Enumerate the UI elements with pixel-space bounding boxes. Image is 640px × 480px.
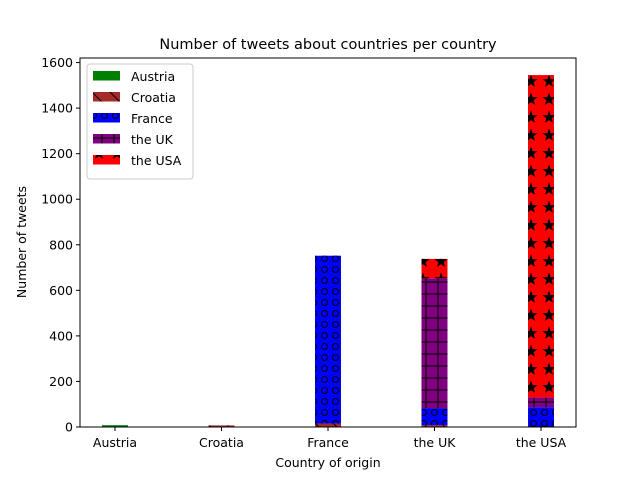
x-tick-label-the-usa: the USA: [516, 435, 567, 450]
y-tick-label: 600: [49, 283, 73, 298]
bar-the-usa-the-usa-hatch: [528, 75, 554, 398]
bar-france-croatia-hatch: [315, 423, 341, 427]
bar-the-uk-france-hatch: [421, 408, 448, 426]
legend-label-the-uk: the UK: [131, 132, 174, 147]
chart-title: Number of tweets about countries per cou…: [159, 37, 497, 53]
bar-the-usa-the-uk-hatch: [528, 397, 554, 408]
y-tick-label: 1600: [41, 55, 73, 70]
y-tick-label: 1400: [41, 101, 73, 116]
legend: Austria Croatia France the UK the USA: [86, 63, 194, 180]
legend-label-the-usa: the USA: [131, 153, 182, 168]
x-tick-label-france: France: [307, 435, 349, 450]
bar-austria-austria: [102, 425, 128, 427]
bar-the-uk-the-usa-hatch: [421, 258, 448, 279]
y-axis-label: Number of tweets: [14, 186, 29, 298]
y-tick-label: 1000: [41, 192, 73, 207]
x-tick-label-the-uk: the UK: [414, 435, 457, 450]
legend-label-france: France: [131, 111, 173, 126]
y-axis: 0 200 400 600 800 1000 1200 1400 1600: [41, 55, 80, 435]
x-axis: Austria Croatia France the UK the USA: [93, 427, 567, 450]
legend-label-croatia: Croatia: [131, 90, 176, 105]
x-tick-label-croatia: Croatia: [199, 435, 244, 450]
bar-the-usa-france-hatch: [528, 407, 554, 427]
legend-swatch-the-usa-hatch: [93, 155, 120, 165]
legend-swatch-the-uk-hatch: [93, 134, 120, 144]
bar-croatia-croatia-hatch: [208, 425, 235, 427]
y-tick-label: 0: [65, 420, 73, 435]
y-tick-label: 800: [49, 237, 73, 252]
legend-swatch-croatia-hatch: [93, 92, 120, 102]
legend-swatch-france-hatch: [93, 113, 120, 123]
y-tick-label: 400: [49, 328, 73, 343]
x-axis-label: Country of origin: [275, 455, 380, 470]
x-tick-label-austria: Austria: [93, 435, 137, 450]
legend-label-austria: Austria: [131, 69, 175, 84]
bar-the-uk-croatia-hatch: [421, 425, 448, 427]
bar-france-france-hatch: [315, 255, 341, 424]
bar-the-uk-the-uk-hatch: [421, 278, 448, 409]
y-tick-label: 200: [49, 374, 73, 389]
y-tick-label: 1200: [41, 146, 73, 161]
legend-swatch-austria: [93, 71, 120, 81]
